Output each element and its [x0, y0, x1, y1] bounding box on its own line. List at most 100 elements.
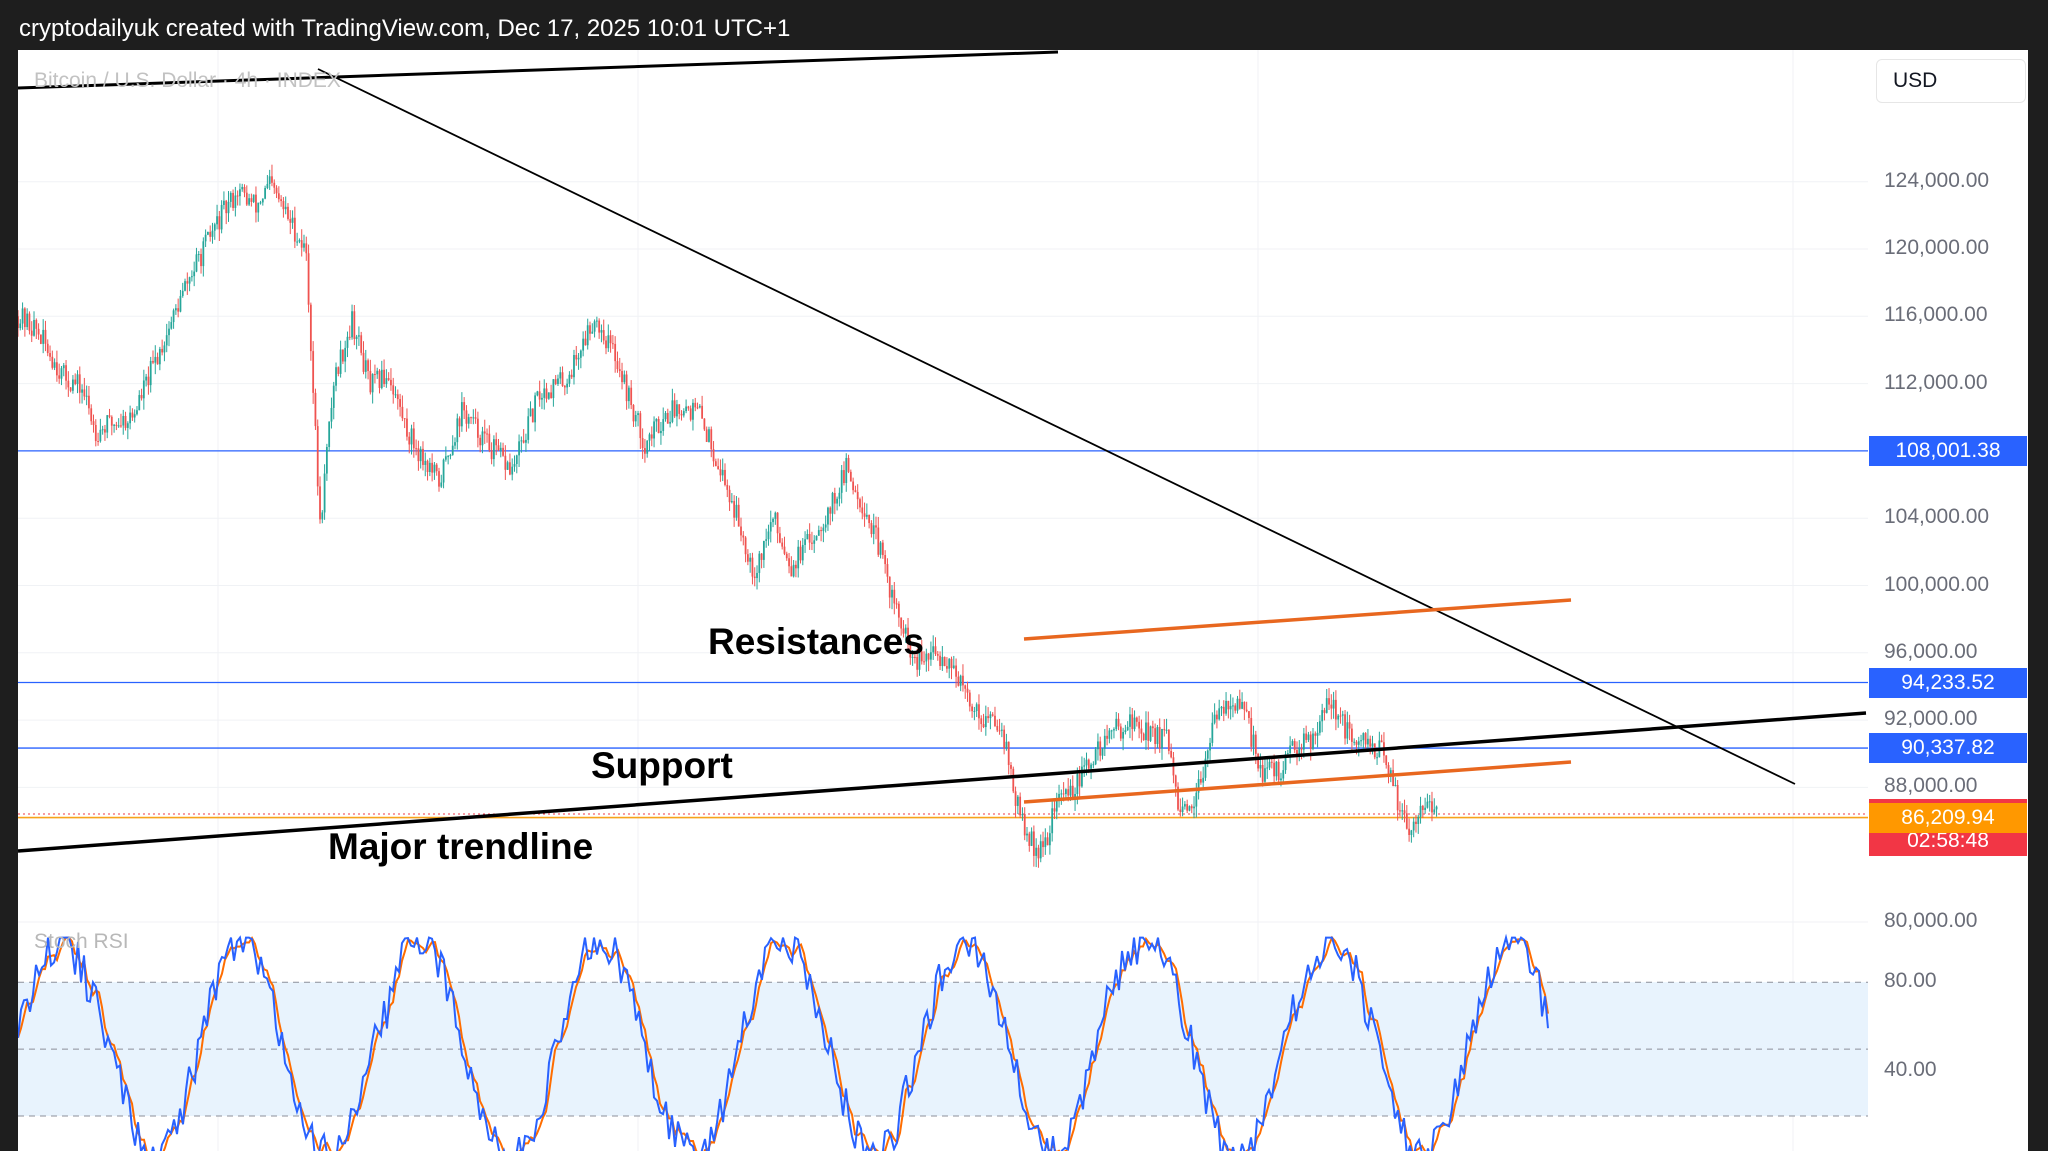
candle-body — [383, 369, 385, 385]
candle — [776, 512, 779, 544]
candle-body — [76, 374, 79, 385]
candle — [257, 202, 260, 222]
price-chart[interactable] — [18, 50, 2028, 1151]
candle-body — [765, 539, 768, 541]
candle — [1048, 825, 1051, 855]
candle — [46, 339, 49, 357]
candle-body — [920, 651, 923, 662]
candle-body — [403, 418, 406, 420]
candle — [1245, 701, 1248, 713]
candle-body — [1197, 779, 1200, 793]
candle — [26, 308, 29, 330]
candle — [753, 567, 756, 587]
candle-body — [51, 356, 54, 368]
candle-body — [1092, 764, 1095, 766]
candle-body — [756, 572, 758, 579]
candle — [698, 404, 701, 409]
candle-body — [1387, 765, 1390, 775]
candle-body — [1151, 726, 1154, 729]
candle — [710, 426, 713, 458]
candle — [232, 189, 234, 211]
candle — [1298, 740, 1301, 762]
candle-body — [470, 417, 472, 419]
candle-body — [1408, 828, 1411, 835]
candle — [1202, 766, 1205, 789]
candle — [1435, 805, 1438, 817]
candle — [833, 487, 836, 515]
candle-body — [1165, 729, 1168, 731]
candle — [291, 210, 294, 229]
candle-body — [861, 507, 864, 514]
candle — [1332, 691, 1335, 719]
candle-body — [952, 665, 955, 669]
candle-body — [319, 486, 321, 520]
candle — [762, 540, 765, 568]
candle — [859, 497, 861, 513]
candle — [589, 321, 591, 341]
candle-body — [163, 345, 166, 353]
candle — [740, 517, 742, 542]
candle-body — [364, 360, 367, 372]
candle-body — [1367, 738, 1369, 745]
candle-body — [1277, 761, 1280, 781]
candle-body — [865, 514, 868, 517]
candle-body — [502, 447, 504, 456]
candle — [467, 413, 470, 429]
candle — [124, 411, 127, 431]
candle-body — [472, 417, 475, 419]
currency-selector[interactable]: USD — [1876, 59, 2026, 103]
candle-body — [115, 424, 118, 426]
candle-body — [1115, 718, 1118, 730]
candle — [888, 576, 891, 609]
candle — [849, 469, 852, 482]
candle-body — [730, 501, 733, 503]
candle — [481, 426, 484, 454]
candle — [1341, 710, 1344, 726]
candle — [792, 560, 795, 578]
candle — [442, 458, 445, 489]
candle-body — [930, 652, 932, 660]
candle-body — [1243, 701, 1246, 710]
candle-body — [156, 356, 159, 365]
candle-body — [801, 544, 804, 561]
candle — [460, 392, 463, 432]
chart-frame[interactable]: Bitcoin / U.S. Dollar · 4h · INDEX USD S… — [18, 50, 2028, 1151]
candle — [383, 359, 385, 387]
candle — [332, 381, 335, 420]
candle-body — [769, 522, 772, 532]
candle-body — [1248, 711, 1250, 718]
candle-body — [932, 646, 935, 653]
candle — [543, 379, 546, 410]
candle — [648, 432, 651, 452]
candle — [1257, 752, 1259, 772]
candle — [53, 358, 56, 371]
candle — [1316, 722, 1319, 748]
price-tick-label: 96,000.00 — [1884, 639, 1978, 663]
candle-body — [1028, 833, 1031, 846]
candle-body — [653, 421, 655, 439]
candle-body — [1275, 761, 1278, 777]
candle-body — [895, 603, 898, 605]
candle-body — [486, 433, 488, 435]
candle — [829, 506, 832, 526]
candle — [1065, 788, 1067, 799]
candle-body — [893, 589, 896, 604]
candle-body — [232, 192, 234, 208]
candle — [447, 455, 450, 465]
candle — [744, 536, 747, 563]
candle — [623, 370, 626, 385]
candle-body — [1213, 714, 1216, 723]
candle — [353, 304, 356, 346]
candle — [719, 459, 722, 482]
candle-body — [1229, 705, 1232, 710]
candle — [1396, 779, 1399, 821]
candle-body — [1332, 699, 1335, 709]
price-badge: 108,001.38 — [1869, 435, 2027, 466]
candle-body — [328, 421, 331, 448]
candle — [1408, 818, 1411, 842]
candle-body — [717, 466, 720, 470]
candle — [520, 436, 523, 453]
candle — [884, 550, 887, 574]
candle — [518, 434, 520, 467]
candle-body — [280, 199, 283, 202]
